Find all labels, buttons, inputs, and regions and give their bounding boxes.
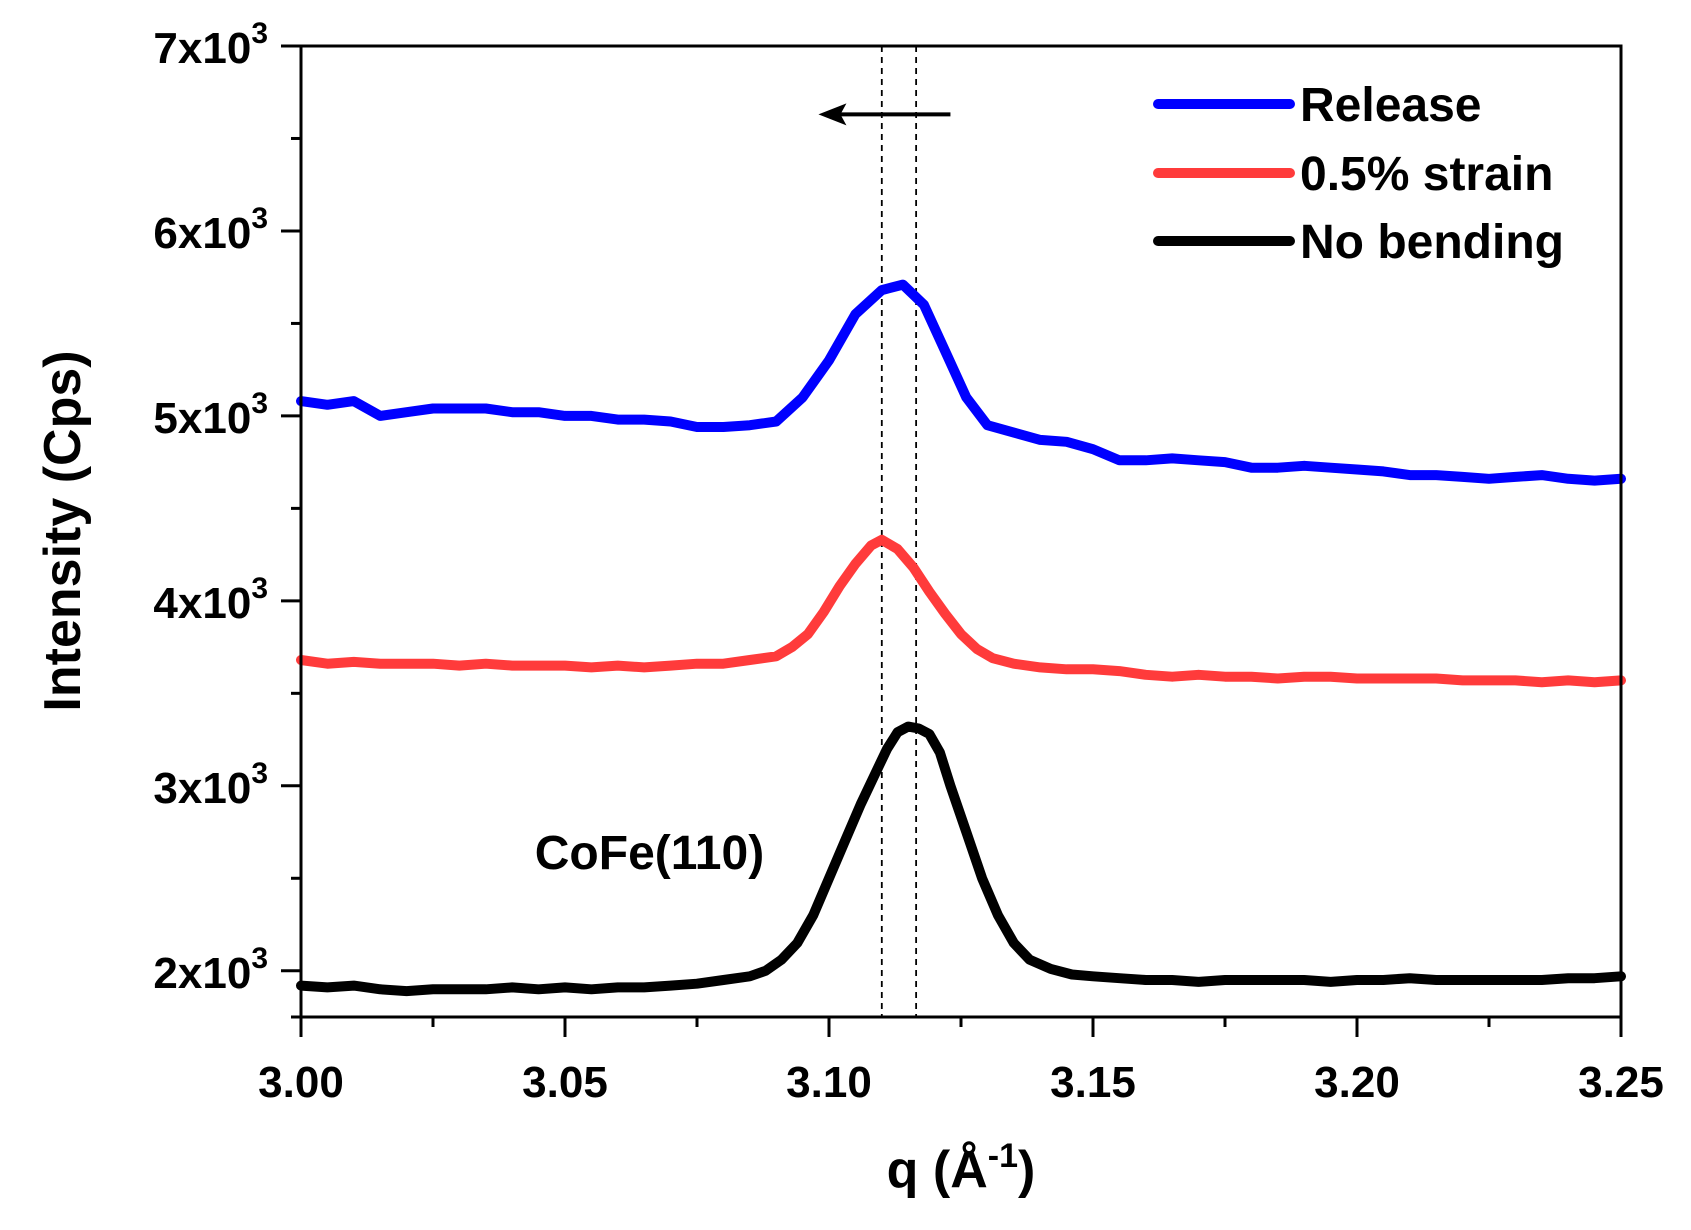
y-tick-label-mantissa: 3x10	[153, 764, 251, 813]
legend: Release 0.5% strain No bending	[1153, 79, 1564, 269]
y-tick-label: 2x103	[153, 942, 268, 998]
axis-ticks	[281, 44, 1623, 1037]
x-tick-label: 3.15	[1050, 1058, 1136, 1107]
y-tick-label-mantissa: 4x10	[153, 579, 251, 628]
x-axis-label-end: )	[1018, 1141, 1035, 1199]
y-tick-label-mantissa: 2x10	[153, 949, 251, 998]
x-axis-label-main: q (Å	[887, 1141, 988, 1199]
x-tick-label: 3.20	[1314, 1058, 1400, 1107]
series-line-0	[296, 279, 1626, 486]
x-tick-label: 3.05	[522, 1058, 608, 1107]
x-tick-label: 3.25	[1578, 1058, 1664, 1107]
x-axis-label: q (Å-1)	[887, 1137, 1036, 1199]
y-tick-label-exponent: 3	[251, 757, 268, 790]
y-tick-label: 3x103	[153, 757, 268, 813]
y-axis-label: Intensity (Cps)	[34, 350, 92, 711]
legend-label-1: 0.5% strain	[1300, 148, 1553, 201]
reference-lines	[880, 46, 918, 1017]
peak-annotation: CoFe(110)	[535, 827, 764, 880]
y-tick-label-exponent: 3	[251, 17, 268, 50]
y-tick-label-mantissa: 6x10	[153, 209, 251, 258]
y-tick-label-exponent: 3	[251, 387, 268, 420]
y-tick-label: 6x103	[153, 202, 268, 258]
y-tick-label: 5x103	[153, 387, 268, 443]
shift-arrow	[818, 103, 951, 126]
y-tick-label-mantissa: 5x10	[153, 394, 251, 443]
y-tick-label-exponent: 3	[251, 572, 268, 605]
arrow-head	[818, 103, 847, 126]
x-tick-label: 3.00	[258, 1058, 344, 1107]
series-line-2	[296, 721, 1626, 997]
legend-label-2: No bending	[1300, 216, 1564, 269]
y-tick-label: 7x103	[153, 17, 268, 73]
y-tick-label: 4x103	[153, 572, 268, 628]
y-tick-label-exponent: 3	[251, 942, 268, 975]
x-tick-label: 3.10	[786, 1058, 872, 1107]
series-line-1	[296, 534, 1626, 688]
y-tick-label-mantissa: 7x10	[153, 24, 251, 73]
series-layer	[296, 279, 1626, 997]
legend-label-0: Release	[1300, 79, 1481, 132]
x-axis-label-sup: -1	[988, 1137, 1018, 1175]
x-tick-labels: 3.00 3.05 3.10 3.15 3.20 3.25	[258, 1058, 1664, 1107]
y-tick-label-exponent: 3	[251, 202, 268, 235]
